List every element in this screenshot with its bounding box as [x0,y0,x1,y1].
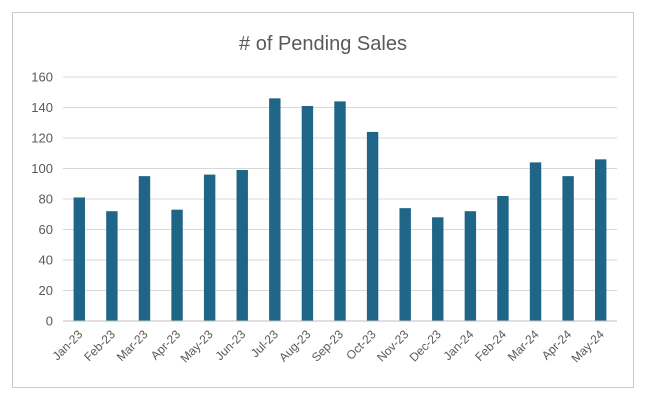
x-tick-label: May-23 [178,327,216,365]
bar-may-24 [595,159,607,321]
bar-mar-23 [138,176,151,321]
y-tick-label: 60 [39,222,53,237]
bar-may-23 [203,174,216,321]
bar-jun-23 [236,170,248,321]
bar-dec-23 [432,217,444,321]
bar-nov-23 [399,208,411,321]
bar-jul-23 [269,98,281,321]
x-tick-label: May-24 [569,327,607,365]
x-tick-label: Oct-23 [343,327,379,363]
x-tick-label: Aug-23 [276,327,313,364]
y-tick-label: 140 [31,100,53,115]
x-tick-label: Feb-23 [81,327,118,364]
x-tick-label: Mar-24 [505,327,542,364]
x-tick-label: Jun-23 [213,327,249,363]
chart-title: # of Pending Sales [239,33,407,55]
bar-oct-23 [366,131,379,321]
bar-jan-23 [73,197,85,321]
x-tick-label: Mar-23 [114,327,151,364]
y-tick-label: 20 [39,283,53,298]
bar-apr-23 [171,209,183,321]
x-tick-label: Jan-23 [50,327,86,363]
bar-apr-24 [562,176,574,321]
y-tick-label: 80 [39,192,53,207]
y-axis-tick-labels: 0 20 40 60 80 100 120 140 160 [31,70,53,329]
y-tick-label: 40 [39,253,53,268]
bar-feb-24 [497,195,509,321]
y-tick-label: 100 [31,161,53,176]
x-tick-label: Feb-24 [472,327,509,364]
bars [73,98,607,322]
x-tick-label: Dec-23 [407,327,444,364]
x-tick-label: Jan-24 [441,327,477,363]
bar-feb-23 [106,211,118,321]
y-tick-label: 160 [31,70,53,85]
y-tick-label: 120 [31,131,53,146]
bar-sep-23 [334,101,346,322]
y-tick-label: 0 [46,314,53,329]
bar-aug-23 [301,105,314,321]
x-tick-label: Sep-23 [309,327,346,364]
x-tick-label: Nov-23 [374,327,411,364]
bar-jan-24 [464,211,477,321]
bar-mar-24 [529,162,542,321]
